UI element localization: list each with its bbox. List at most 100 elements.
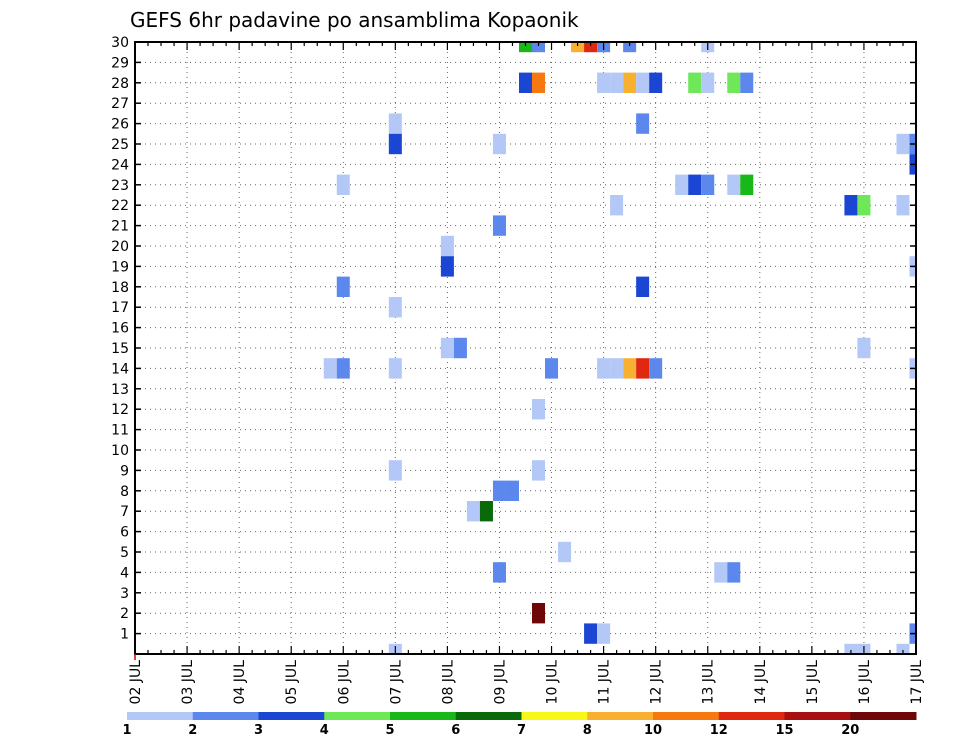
x-tick-label: 14 JUL (753, 660, 769, 705)
y-tick-label: 15 (111, 341, 129, 357)
heatmap-cell (336, 358, 350, 379)
heatmap-cell (336, 276, 350, 297)
legend-label: 6 (451, 723, 460, 738)
x-tick-label: 06 JUL (336, 660, 352, 705)
legend-label: 4 (320, 723, 329, 738)
x-tick-label: 10 JUL (545, 660, 561, 705)
legend-label: 15 (775, 723, 793, 738)
legend-label: 12 (710, 723, 728, 738)
y-tick-label: 7 (120, 504, 129, 520)
heatmap-cell (492, 133, 506, 155)
y-tick-label: 17 (111, 300, 129, 316)
legend-label: 5 (385, 723, 394, 738)
heatmap-cell (440, 337, 454, 359)
legend-swatch (258, 712, 325, 720)
heatmap-cell (857, 195, 871, 216)
x-tick-label: 12 JUL (649, 660, 665, 705)
y-tick-label: 25 (111, 137, 129, 153)
y-tick-label: 14 (111, 361, 129, 377)
heatmap-cell (636, 113, 650, 134)
legend-swatch (192, 712, 259, 720)
heatmap-cell (505, 480, 519, 501)
heatmap-cell (636, 276, 650, 297)
legend-swatch (521, 712, 588, 720)
y-tick-label: 18 (111, 280, 129, 296)
heatmap-cell (388, 297, 402, 318)
heatmap-cell (896, 195, 910, 216)
legend-label: 2 (188, 723, 197, 738)
legend-swatch (324, 712, 391, 720)
heatmap-cell (532, 603, 546, 624)
heatmap-cell (597, 358, 611, 379)
heatmap-cell (714, 562, 728, 583)
heatmap-cell (584, 623, 598, 644)
legend-swatch (390, 712, 457, 720)
grid-lines (135, 42, 916, 654)
legend-label: 8 (583, 723, 592, 738)
heatmap-cell (532, 460, 546, 481)
heatmap-cells (323, 42, 916, 654)
heatmap-cell (688, 174, 702, 195)
heatmap-cell (636, 72, 650, 93)
y-tick-label: 16 (111, 321, 129, 337)
y-tick-label: 27 (111, 96, 129, 112)
heatmap-cell (336, 174, 350, 195)
heatmap-cell (636, 358, 650, 379)
heatmap-cell (518, 42, 533, 53)
y-tick-label: 29 (111, 55, 129, 71)
y-tick-label: 11 (111, 423, 129, 439)
heatmap-cell (610, 195, 624, 216)
x-tick-label: 16 JUL (857, 660, 873, 705)
color-legend: 1 2 3 4 5 6 7 8 10 12 15 20 (122, 712, 917, 738)
legend-label: 10 (644, 723, 662, 738)
x-tick-label: 02 JUL (128, 660, 144, 705)
legend-swatch (784, 712, 851, 720)
legend-label: 7 (517, 723, 526, 738)
heatmap-cell (896, 643, 910, 654)
y-axis: 1234567891011121314151617181920212223242… (111, 35, 916, 643)
heatmap-cell (492, 562, 506, 583)
y-tick-label: 24 (111, 157, 129, 173)
heatmap-cell (388, 358, 402, 379)
heatmap-cell (623, 72, 637, 93)
heatmap-cell (649, 72, 663, 93)
heatmap-cell (388, 113, 402, 134)
legend-swatch (850, 712, 917, 720)
heatmap-cell (727, 174, 741, 195)
y-tick-label: 5 (120, 545, 129, 561)
heatmap-cell (388, 133, 402, 155)
heatmap-cell (584, 42, 598, 53)
heatmap-cell (701, 174, 715, 195)
y-tick-label: 2 (120, 606, 129, 622)
heatmap-cell (623, 358, 637, 379)
heatmap-cell (844, 643, 858, 654)
heatmap-cell (492, 215, 506, 236)
heatmap-cell (466, 501, 480, 522)
y-tick-label: 28 (111, 76, 129, 92)
y-tick-label: 1 (120, 627, 129, 643)
y-tick-label: 19 (111, 259, 129, 275)
heatmap-cell (453, 337, 467, 359)
heatmap-cell (518, 72, 533, 93)
legend-swatch (455, 712, 522, 720)
legend-swatch (127, 712, 194, 720)
legend-label: 20 (841, 723, 859, 738)
x-axis: 02 JUL 03 JUL 04 JUL 05 JUL 06 JUL 07 JUL 08 J… (128, 42, 925, 704)
heatmap-cell (597, 623, 611, 644)
y-tick-label: 21 (111, 219, 129, 235)
legend-swatch (653, 712, 720, 720)
heatmap-cell (388, 460, 402, 481)
heatmap-cell (675, 174, 689, 195)
heatmap-cell (610, 358, 624, 379)
y-tick-label: 10 (111, 443, 129, 459)
heatmap-cell (532, 72, 546, 93)
heatmap-cell (479, 501, 493, 522)
x-tick-label: 17 JUL (909, 660, 925, 705)
x-tick-label: 04 JUL (232, 660, 248, 705)
heatmap-cell (558, 541, 572, 563)
heatmap-cell (492, 480, 506, 501)
y-tick-label: 23 (111, 178, 129, 194)
y-tick-label: 30 (111, 35, 129, 51)
y-tick-label: 26 (111, 117, 129, 133)
